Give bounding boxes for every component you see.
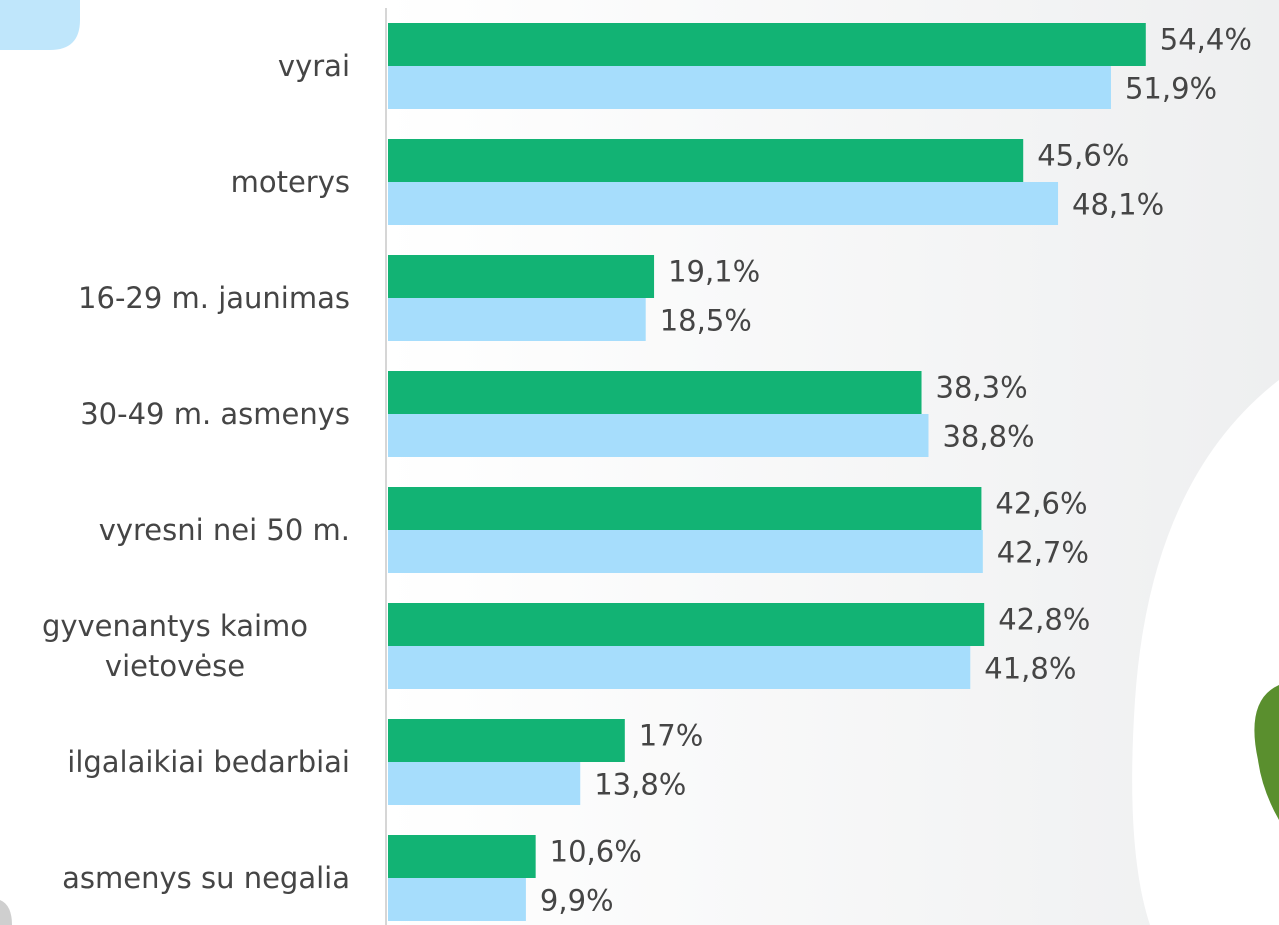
bar xyxy=(388,646,971,689)
bar xyxy=(388,719,625,762)
value-label: 48,1% xyxy=(1072,188,1164,222)
bar xyxy=(388,603,985,646)
value-label: 38,3% xyxy=(936,371,1028,405)
value-label: 45,6% xyxy=(1037,139,1129,173)
category-label: vyrai xyxy=(277,49,350,83)
bar xyxy=(388,255,655,298)
bar xyxy=(388,487,982,530)
category-label-box: ilgalaikiai bedarbiai xyxy=(0,712,350,812)
bar xyxy=(388,139,1024,182)
value-label: 51,9% xyxy=(1125,72,1217,106)
value-label: 42,8% xyxy=(998,603,1090,637)
value-label: 19,1% xyxy=(668,255,760,289)
bar xyxy=(388,23,1146,66)
value-label: 17% xyxy=(639,719,703,753)
category-label-box: vyresni nei 50 m. xyxy=(0,480,350,580)
decor-curve xyxy=(1132,380,1279,925)
category-label-box: gyvenantys kaimo vietovėse xyxy=(0,596,350,696)
category-label-box: 30-49 m. asmenys xyxy=(0,364,350,464)
value-label: 10,6% xyxy=(550,835,642,869)
category-label: ilgalaikiai bedarbiai xyxy=(67,745,350,779)
bar xyxy=(388,182,1059,225)
value-label: 42,7% xyxy=(997,536,1089,570)
value-label: 13,8% xyxy=(594,768,686,802)
category-label: moterys xyxy=(230,165,350,199)
bar xyxy=(388,878,526,921)
category-label-box: 16-29 m. jaunimas xyxy=(0,248,350,348)
bar xyxy=(388,414,929,457)
bar xyxy=(388,835,536,878)
bar xyxy=(388,371,922,414)
category-label-box: moterys xyxy=(0,132,350,232)
value-label: 38,8% xyxy=(942,420,1034,454)
decor-dot xyxy=(0,900,12,925)
decor-leaf xyxy=(1254,685,1279,820)
category-label: 30-49 m. asmenys xyxy=(80,397,350,431)
value-label: 42,6% xyxy=(995,487,1087,521)
value-label: 41,8% xyxy=(984,652,1076,686)
bar xyxy=(388,530,983,573)
category-label: gyvenantys kaimo vietovėse xyxy=(41,609,309,683)
bar xyxy=(388,762,581,805)
category-label: vyresni nei 50 m. xyxy=(98,513,350,547)
value-label: 9,9% xyxy=(540,884,614,918)
category-label: asmenys su negalia xyxy=(62,861,350,895)
category-label-box: asmenys su negalia xyxy=(0,828,350,925)
value-label: 54,4% xyxy=(1160,23,1252,57)
value-label: 18,5% xyxy=(660,304,752,338)
bar xyxy=(388,298,646,341)
category-label-box: vyrai xyxy=(0,16,350,116)
decor-blob xyxy=(0,0,80,50)
bar xyxy=(388,66,1111,109)
category-label: 16-29 m. jaunimas xyxy=(78,281,350,315)
